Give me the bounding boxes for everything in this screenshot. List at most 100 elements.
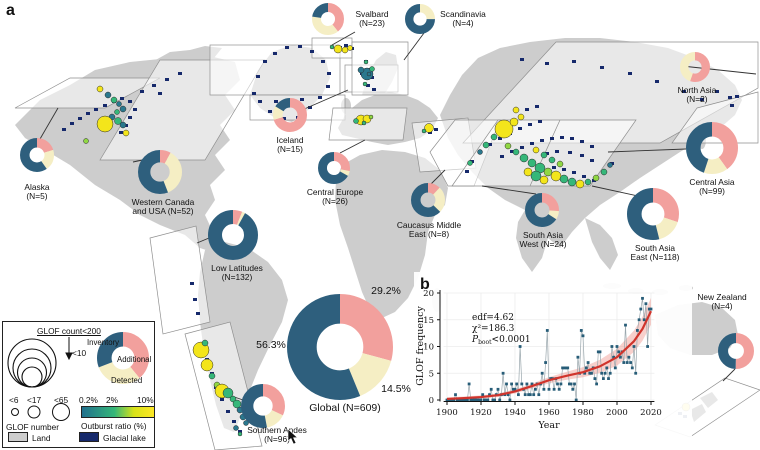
data-point	[600, 371, 604, 375]
region-label-wcanada: Western Canada and USA (N=52)	[131, 197, 195, 217]
region-label-iceland: Iceland (N=15)	[276, 135, 304, 155]
region-donut-svalbard	[312, 3, 344, 35]
data-point	[511, 387, 515, 391]
region-donut-global	[287, 294, 393, 400]
data-point	[627, 355, 631, 359]
data-point	[459, 398, 462, 402]
region-label-nasia: North Asia (N=2)	[677, 85, 717, 105]
data-point	[573, 382, 576, 386]
mouse-cursor	[287, 429, 299, 445]
box-central-europe	[328, 107, 408, 141]
data-point	[622, 361, 626, 364]
legend-size-2: <17	[27, 395, 42, 405]
legend-size-1: <6	[9, 395, 19, 405]
data-point	[532, 393, 536, 397]
data-point	[501, 371, 505, 375]
legend-count-title: GLOF count<200	[37, 326, 101, 336]
data-point	[624, 323, 627, 327]
donut-slice-detected	[405, 4, 435, 34]
land-label: Land	[32, 433, 51, 443]
data-point	[556, 382, 559, 386]
donut-slice-inventory	[318, 152, 350, 184]
data-point	[450, 398, 454, 402]
legend-count-min: <10	[72, 348, 87, 358]
data-point	[457, 398, 461, 402]
data-point	[585, 366, 588, 370]
count-circles	[7, 338, 57, 388]
data-point	[544, 361, 547, 364]
data-point	[596, 350, 600, 354]
region-donut-sasiae	[627, 188, 679, 240]
donut-slice-additional	[627, 188, 679, 240]
donut-slice-detected	[312, 3, 344, 35]
donut-slice-inventory	[287, 294, 393, 400]
data-point	[608, 371, 612, 375]
data-point	[593, 377, 597, 380]
land-swatch	[8, 432, 28, 442]
donut-slice-inventory	[718, 333, 754, 369]
region-donut-sandes	[241, 384, 285, 428]
gam-trend-line	[446, 310, 652, 401]
stat-chi2: χ²=186.3	[472, 324, 515, 334]
data-point	[590, 371, 593, 375]
x-tick-label: 1940	[504, 408, 526, 418]
y-tick-label: 10	[423, 343, 434, 353]
glacial-lake-label: Glacial lake	[103, 433, 146, 443]
region-donut-scandinavia	[405, 4, 435, 34]
data-point	[568, 382, 571, 386]
data-point	[505, 382, 508, 386]
data-point	[474, 398, 478, 402]
data-point	[579, 329, 583, 332]
data-point	[445, 398, 449, 402]
data-point	[613, 366, 617, 370]
data-point	[576, 355, 580, 359]
y-tick-label: 20	[423, 289, 434, 299]
data-point	[472, 398, 476, 402]
data-point	[464, 398, 468, 402]
data-point	[619, 355, 622, 359]
data-point	[542, 387, 546, 391]
data-point	[489, 387, 493, 391]
data-point	[583, 371, 587, 375]
ratio-tick-2: 10%	[137, 395, 154, 405]
region-label-sasiae: South Asia East (N=118)	[630, 243, 680, 263]
donut-slice-additional	[686, 122, 738, 174]
data-point	[641, 296, 644, 300]
data-point	[547, 387, 551, 391]
x-tick-label: 1960	[538, 408, 560, 418]
data-point	[588, 371, 592, 375]
data-point	[649, 307, 653, 311]
data-point	[498, 398, 502, 402]
region-donut-lowlat	[208, 210, 258, 260]
data-point	[469, 398, 473, 402]
outburst-dots	[83, 44, 691, 437]
donut-slice-inventory	[208, 210, 258, 260]
data-point	[484, 398, 488, 402]
data-point	[460, 398, 464, 402]
legend-detected-label: Detected	[111, 376, 143, 385]
data-point	[574, 398, 578, 402]
donut-slice-inventory	[525, 193, 559, 227]
donut-slice-inventory	[97, 332, 149, 384]
donut-slice-inventory	[312, 3, 344, 35]
data-point	[564, 366, 568, 370]
data-point	[525, 382, 529, 386]
count-arrow	[65, 337, 73, 361]
data-point	[466, 398, 469, 402]
donut-slice-detected	[686, 122, 738, 174]
region-donut-sasiaw	[525, 193, 559, 227]
data-point	[476, 398, 479, 402]
data-point	[581, 334, 585, 338]
data-point	[471, 398, 474, 402]
glof-frequency-chart: 1900 1920 1940 1960 1980 2000 2020 0 5 10 15 20 Year…	[415, 289, 662, 431]
data-point	[491, 398, 495, 402]
data-point	[634, 371, 638, 375]
data-point	[493, 398, 496, 402]
data-point	[549, 377, 553, 380]
legend-size-3: <65	[54, 395, 69, 405]
donut-slice-additional	[287, 294, 393, 400]
data-point	[586, 361, 590, 364]
data-point	[534, 387, 537, 391]
